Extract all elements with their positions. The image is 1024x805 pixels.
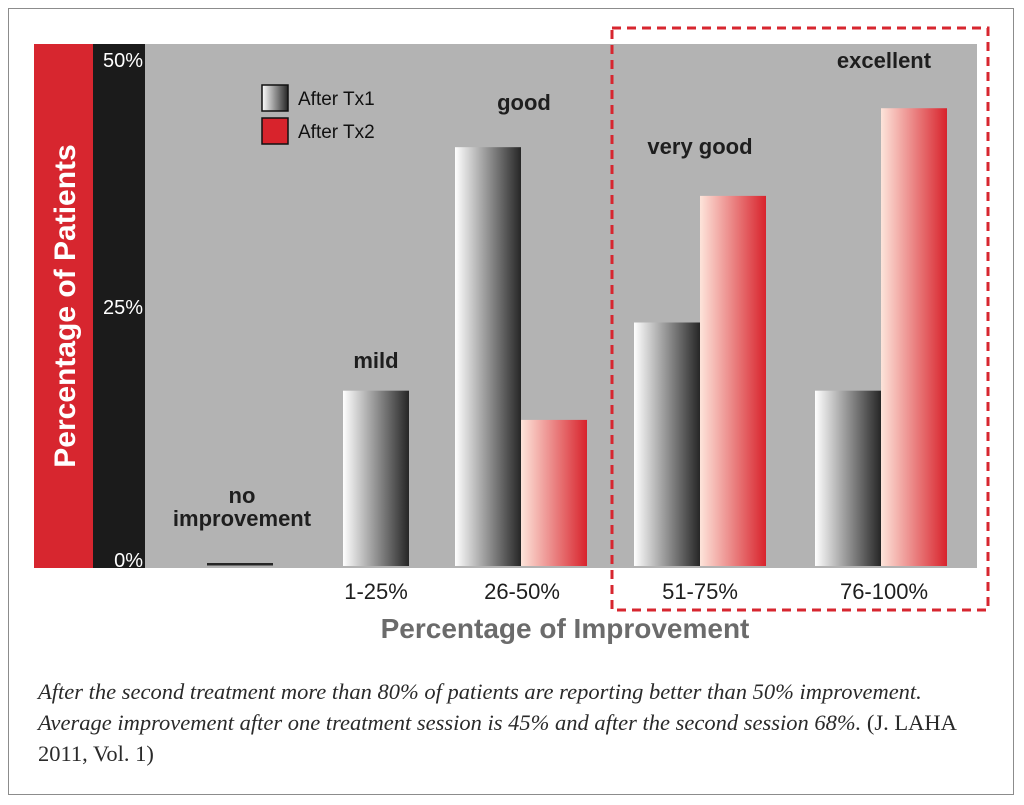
x-tick-label: 1-25% bbox=[344, 579, 408, 604]
category-annotation: mild bbox=[353, 348, 398, 373]
figure-frame bbox=[8, 8, 1014, 795]
legend-swatch-tx1 bbox=[261, 84, 289, 112]
y-axis-label: Percentage of Patients bbox=[49, 144, 82, 467]
y-axis-tick-band bbox=[93, 44, 145, 568]
x-axis-label: Percentage of Improvement bbox=[381, 613, 750, 644]
caption-text: After the second treatment more than 80%… bbox=[38, 679, 922, 735]
category-annotation: no improvement bbox=[173, 483, 312, 531]
category-annotation: very good bbox=[647, 134, 752, 159]
y-tick-label: 50% bbox=[103, 50, 143, 72]
legend-label-tx1: After Tx1 bbox=[298, 89, 375, 110]
legend: After Tx1 After Tx2 bbox=[261, 84, 375, 145]
legend-label-tx2: After Tx2 bbox=[298, 122, 375, 143]
figure-caption: After the second treatment more than 80%… bbox=[38, 676, 998, 769]
highlight-box bbox=[610, 26, 990, 612]
category-annotation: excellent bbox=[837, 48, 932, 73]
x-tick-label: 26-50% bbox=[484, 579, 560, 604]
y-axis-label-band bbox=[34, 44, 93, 568]
bar-tx2 bbox=[700, 195, 766, 566]
legend-swatch-tx2 bbox=[261, 117, 289, 145]
y-tick-label: 0% bbox=[114, 550, 143, 572]
bar-chart: Percentage of Patients 0% 25% 50% no improv… bbox=[34, 26, 990, 644]
bar-tx1 bbox=[815, 390, 881, 566]
category-annotation: good bbox=[497, 90, 551, 115]
bar-tx1 bbox=[343, 390, 409, 566]
caption-citation: (J. LAHA 2011, Vol. 1) bbox=[38, 710, 956, 766]
bar-tx1 bbox=[634, 322, 700, 566]
x-tick-label: 76-100% bbox=[840, 579, 928, 604]
bar-tx1 bbox=[455, 147, 521, 566]
x-tick-label: 51-75% bbox=[662, 579, 738, 604]
bar-tx2 bbox=[521, 419, 587, 566]
bar-tx2 bbox=[881, 108, 947, 566]
y-tick-label: 25% bbox=[103, 297, 143, 319]
bar-tx1-baseline bbox=[207, 563, 273, 566]
